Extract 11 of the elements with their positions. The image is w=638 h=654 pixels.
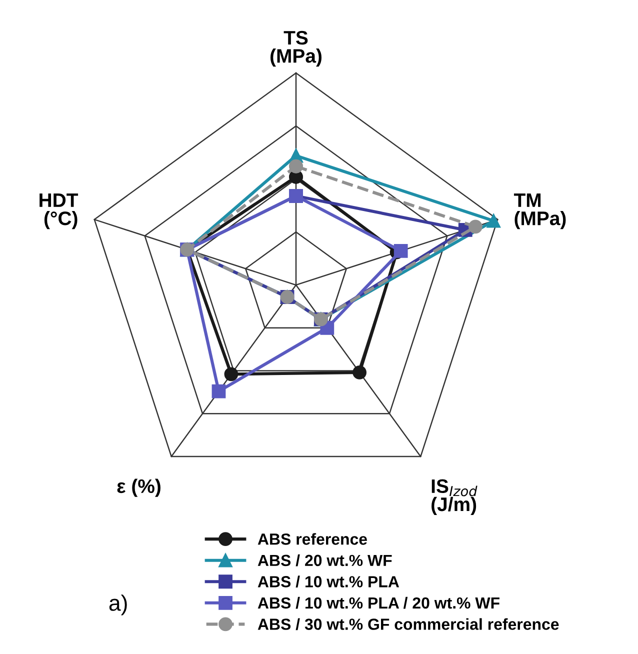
spoke-label: HDT (°C) [40,194,78,230]
legend-label: ABS / 10 wt.% PLA [258,576,400,588]
spoke-label: TM (MPa) [514,194,566,230]
spoke-label: TS (MPa) [270,30,322,67]
text: a) [109,594,127,616]
spoke-label: ε (%) [117,478,160,497]
legend-label: ABS / 30 wt.% GF commercial reference [258,618,559,630]
legend-label: ABS reference [258,533,367,545]
legend-label: ABS / 10 wt.% PLA / 20 wt.% WF [258,596,500,609]
spoke-label: IS$_{Izod}$ (J/m) [432,479,478,516]
legend-label: ABS / 20 wt.% WF [258,554,392,566]
